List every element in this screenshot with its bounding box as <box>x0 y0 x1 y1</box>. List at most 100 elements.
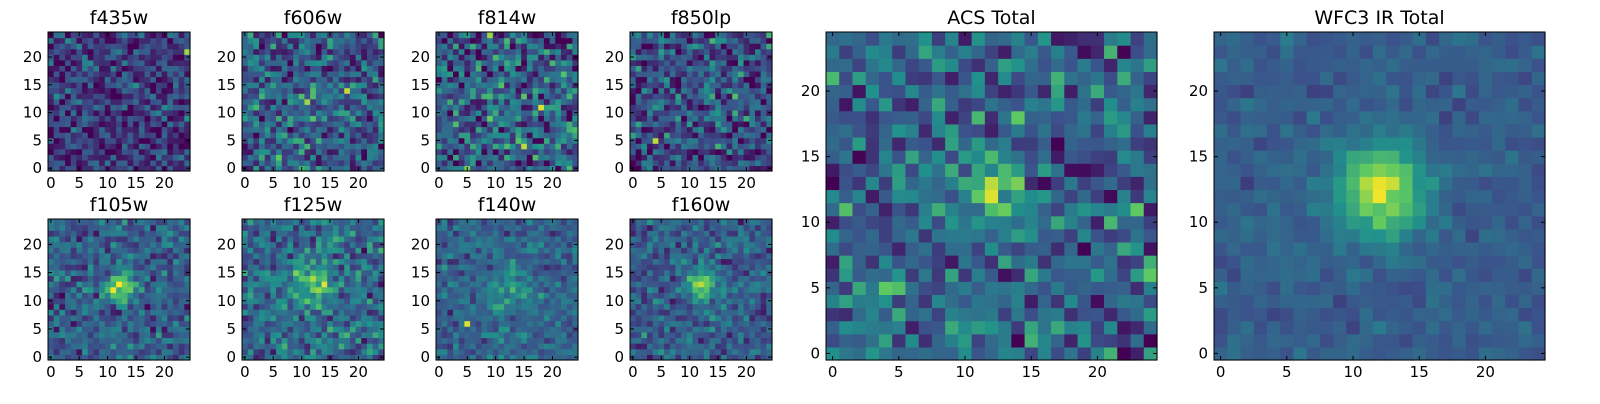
heatmap-cell <box>82 49 88 55</box>
heatmap-cell <box>493 343 499 349</box>
heatmap-cell <box>248 343 254 349</box>
heatmap-cell <box>316 349 322 355</box>
heatmap-cell <box>681 332 687 338</box>
heatmap-cell <box>156 236 162 242</box>
heatmap-cell <box>544 160 550 166</box>
heatmap-cell <box>710 143 716 149</box>
heatmap-cell <box>498 321 504 327</box>
heatmap-cell <box>242 275 248 281</box>
heatmap-cell <box>533 143 539 149</box>
heatmap-cell <box>293 76 299 82</box>
heatmap-cell <box>538 104 544 110</box>
heatmap-cell <box>550 71 556 77</box>
heatmap-cell <box>749 38 755 44</box>
heatmap-cell <box>721 49 727 55</box>
y-tick-label: 10 <box>605 104 624 122</box>
heatmap-cell <box>322 287 328 293</box>
heatmap-cell <box>350 332 356 338</box>
heatmap-cell <box>470 160 476 166</box>
heatmap-cell <box>259 93 265 99</box>
heatmap-cell <box>567 38 573 44</box>
heatmap-cell <box>162 110 168 116</box>
heatmap-cell <box>71 49 77 55</box>
heatmap-cell <box>561 270 567 276</box>
heatmap-cell <box>459 76 465 82</box>
heatmap-cell <box>327 230 333 236</box>
heatmap-cell <box>270 149 276 155</box>
heatmap-cell <box>698 32 704 38</box>
heatmap-cell <box>259 349 265 355</box>
heatmap-cell <box>128 154 134 160</box>
heatmap-cell <box>653 132 659 138</box>
heatmap-cell <box>299 343 305 349</box>
heatmap-cell <box>533 110 539 116</box>
heatmap-cell <box>179 337 185 343</box>
heatmap-cell <box>304 343 310 349</box>
heatmap-cell <box>749 309 755 315</box>
heatmap-cell <box>99 54 105 60</box>
heatmap-cell <box>555 99 561 105</box>
heatmap-cell <box>270 49 276 55</box>
heatmap-cell <box>76 247 82 253</box>
heatmap-cell <box>744 49 750 55</box>
heatmap-cell <box>436 127 442 133</box>
heatmap-cell <box>516 93 522 99</box>
heatmap-cell <box>304 110 310 116</box>
heatmap-cell <box>698 154 704 160</box>
heatmap-cell <box>167 275 173 281</box>
heatmap-cell <box>322 332 328 338</box>
heatmap-cell <box>88 54 94 60</box>
heatmap-cell <box>150 93 156 99</box>
heatmap-cell <box>664 132 670 138</box>
heatmap-cell <box>641 93 647 99</box>
heatmap-cell <box>447 258 453 264</box>
heatmap-cell <box>276 230 282 236</box>
heatmap-cell <box>270 292 276 298</box>
heatmap-cell <box>447 247 453 253</box>
heatmap-cell <box>248 264 254 270</box>
heatmap-cell <box>327 149 333 155</box>
heatmap-cell <box>749 121 755 127</box>
heatmap-cell <box>567 349 573 355</box>
heatmap-cell <box>636 32 642 38</box>
heatmap-cell <box>464 270 470 276</box>
heatmap-cell <box>641 132 647 138</box>
heatmap-cell <box>367 76 373 82</box>
heatmap-cell <box>447 43 453 49</box>
heatmap-cell <box>110 253 116 259</box>
heatmap-cell <box>327 82 333 88</box>
heatmap-cell <box>259 225 265 231</box>
heatmap-cell <box>367 337 373 343</box>
heatmap-cell <box>675 154 681 160</box>
heatmap-cell <box>755 292 761 298</box>
heatmap-cell <box>122 127 128 133</box>
heatmap-cell <box>436 287 442 293</box>
heatmap-cell <box>344 258 350 264</box>
heatmap-cell <box>259 121 265 127</box>
heatmap-cell <box>533 54 539 60</box>
heatmap-cell <box>538 160 544 166</box>
heatmap-cell <box>710 99 716 105</box>
heatmap-cell <box>453 143 459 149</box>
heatmap-cell <box>675 82 681 88</box>
heatmap-cell <box>464 292 470 298</box>
heatmap-cell <box>145 104 151 110</box>
heatmap-cell <box>173 110 179 116</box>
heatmap-cell <box>698 321 704 327</box>
heatmap-cell <box>442 247 448 253</box>
heatmap-cell <box>681 49 687 55</box>
heatmap-cell <box>698 43 704 49</box>
heatmap-cell <box>367 138 373 144</box>
heatmap-cell <box>248 247 254 253</box>
heatmap-cell <box>459 292 465 298</box>
heatmap-cell <box>761 281 767 287</box>
heatmap-cell <box>71 287 77 293</box>
heatmap-cell <box>527 230 533 236</box>
heatmap-cell <box>636 88 642 94</box>
heatmap-cell <box>670 337 676 343</box>
heatmap-cell <box>658 93 664 99</box>
heatmap-cell <box>133 43 139 49</box>
heatmap-cell <box>162 115 168 121</box>
heatmap-cell <box>373 321 379 327</box>
heatmap-cell <box>738 110 744 116</box>
